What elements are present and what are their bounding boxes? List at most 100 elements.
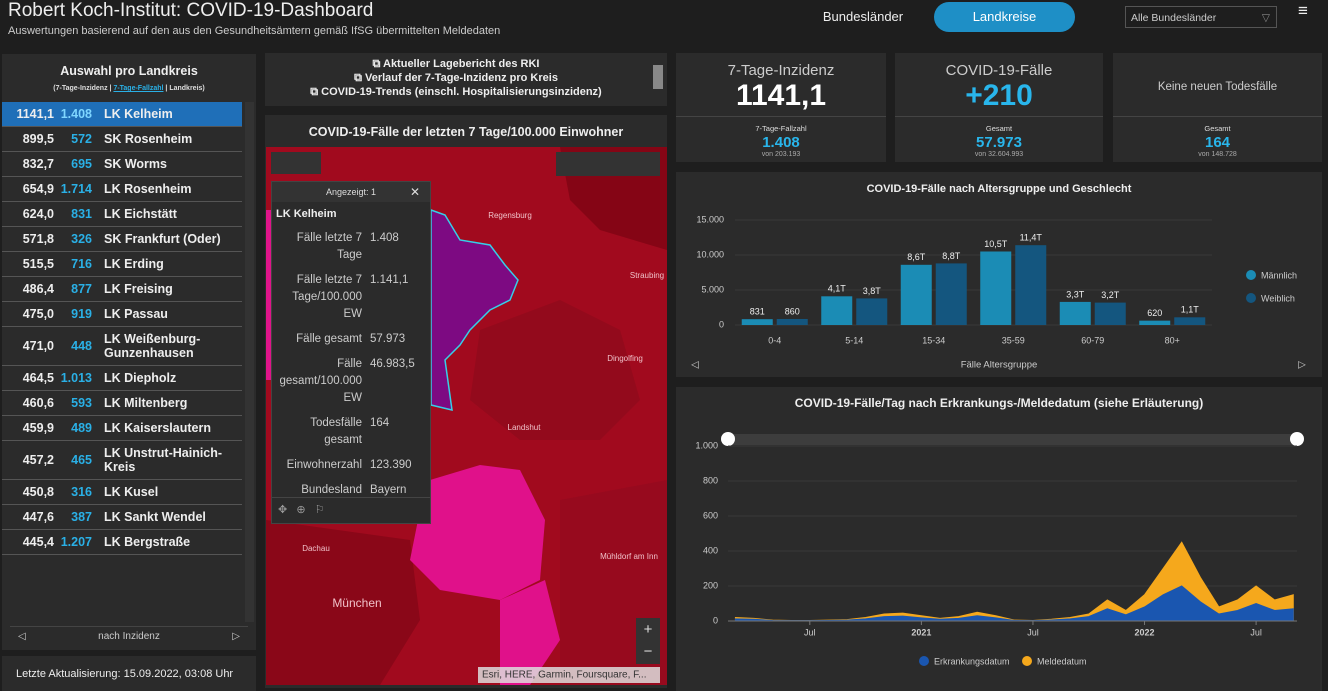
sort-control[interactable]: ◁ nach Inzidenz ▷ <box>10 626 248 647</box>
incidence: 899,5 <box>22 132 54 146</box>
nav-button[interactable]: Bundesländer <box>822 9 904 24</box>
bar <box>776 318 808 325</box>
legend-label: Meldedatum <box>1037 656 1087 666</box>
district-name: LK Weißenburg-Gunzenhausen <box>104 332 201 360</box>
field-value: 1.141,1 <box>370 274 409 286</box>
x-axis-label: Fälle Altersgruppe <box>961 360 1038 371</box>
kpi-sub-value: 164 <box>1204 134 1231 151</box>
district-row[interactable]: 832,7 695 SK Worms <box>2 152 242 177</box>
district-row[interactable]: 515,5 716 LK Erding <box>2 252 242 277</box>
case-count: 448 <box>71 339 92 353</box>
district-row[interactable]: 460,6 593 LK Miltenberg <box>2 391 242 416</box>
field-label: Fälle gesamt <box>296 333 362 345</box>
district-row[interactable]: 1141,1 1.408 LK Kelheim <box>2 102 242 127</box>
kpi-value: 1141,1 <box>735 79 827 112</box>
legend-part: (7-Tage-Inzidenz | <box>53 85 114 92</box>
slider-handle[interactable] <box>721 432 735 446</box>
zoom-out[interactable]: − <box>644 643 653 660</box>
case-count: 831 <box>71 207 92 221</box>
incidence: 471,0 <box>22 339 54 353</box>
incidence: 1141,1 <box>16 107 54 121</box>
popup-name: LK Kelheim <box>276 208 337 220</box>
district-row[interactable]: 459,9 489 LK Kaiserslautern <box>2 416 242 441</box>
district-row[interactable]: 471,0 448 LK Weißenburg-Gunzenhausen <box>2 327 242 366</box>
kpi-divider <box>895 116 1103 117</box>
popup-actions: ✥ ⊕ ⚐ <box>272 497 430 523</box>
case-count: 387 <box>71 510 92 524</box>
district-panel: Auswahl pro Landkreis (7-Tage-Inzidenz |… <box>2 54 256 650</box>
case-count: 877 <box>71 282 92 296</box>
district-row[interactable]: 475,0 919 LK Passau <box>2 302 242 327</box>
update-panel: Letzte Aktualisierung: 15.09.2022, 03:08… <box>2 656 256 691</box>
legend-label: Erkrankungsdatum <box>934 656 1010 666</box>
zoom-in[interactable]: + <box>644 621 653 638</box>
bar <box>935 263 967 325</box>
link[interactable]: Aktueller Lagebericht des RKI <box>383 58 540 70</box>
district-name: SK Worms <box>104 157 167 171</box>
link-icon: ⧉ <box>372 58 383 70</box>
district-row[interactable]: 571,8 326 SK Frankfurt (Oder) <box>2 227 242 252</box>
kpi-sub-total: von 148.728 <box>1198 151 1237 158</box>
link-icon: ⧉ <box>310 86 322 98</box>
x-tick-label: 15-34 <box>922 335 945 345</box>
kpi-sub-label: Gesamt <box>985 124 1013 133</box>
link[interactable]: COVID-19-Trends (einschl. Hospitalisieru… <box>321 86 602 98</box>
dropdown[interactable]: Alle Bundesländer ▽ <box>1125 6 1277 28</box>
value-label: 4,1T <box>828 284 847 294</box>
close[interactable]: ✕ <box>409 185 420 199</box>
district-row[interactable]: 457,2 465 LK Unstrut-Hainich-Kreis <box>2 441 242 480</box>
field-value: 164 <box>370 417 390 429</box>
legend-swatch <box>1246 270 1256 280</box>
popup-field: Fälle letzte 7 Tage/100.000 EW 1.141,1 <box>272 272 430 323</box>
incidence: 654,9 <box>22 182 54 196</box>
title: Robert Koch-Institut: COVID-19-Dashboard <box>8 0 374 21</box>
scroll-left[interactable]: ◁ <box>691 360 699 371</box>
district-name: LK Sankt Wendel <box>104 510 206 524</box>
popup-field: Todesfälle gesamt 164 <box>272 415 430 449</box>
district-name: LK Passau <box>104 307 168 321</box>
scrollbar <box>245 102 254 622</box>
field-label: Bundesland <box>301 484 362 496</box>
kpi-card <box>1113 53 1322 162</box>
scroll-right[interactable]: ▷ <box>1298 360 1306 371</box>
district-row[interactable]: 654,9 1.714 LK Rosenheim <box>2 177 242 202</box>
bar <box>980 251 1012 325</box>
district-row[interactable]: 486,4 877 LK Freising <box>2 277 242 302</box>
district-row[interactable]: 899,5 572 SK Rosenheim <box>2 127 242 152</box>
links-panel: ⧉ Aktueller Lagebericht des RKI ⧉ Verlauf… <box>265 53 667 106</box>
field-label: Todesfälle gesamt <box>310 417 362 446</box>
bar <box>856 298 888 325</box>
district-row[interactable]: 450,8 316 LK Kusel <box>2 480 242 505</box>
popup-field: Fälle gesamt/100.000 EW 46.983,5 <box>272 356 430 407</box>
link-row: ⧉ COVID-19-Trends (einschl. Hospitalisie… <box>265 85 647 99</box>
legend-swatch <box>919 656 929 666</box>
sort-label: nach Inzidenz <box>98 631 160 642</box>
kpi: Keine neuen Todesfälle Gesamt 164 von 148.7… <box>1113 53 1322 162</box>
incidence: 486,4 <box>22 282 54 296</box>
nav-button-active[interactable]: Landkreise <box>934 2 1075 32</box>
slider-handle[interactable] <box>1290 432 1304 446</box>
district-list: 1141,1 1.408 LK Kelheim 899,5 572 SK Rosenhei… <box>2 102 242 622</box>
attribution: Esri, HERE, Garmin, Foursquare, F... <box>482 670 647 681</box>
district-name: LK Eichstätt <box>104 207 177 221</box>
case-count: 593 <box>71 396 92 410</box>
case-count: 326 <box>71 232 92 246</box>
kpi: 7-Tage-Inzidenz 1141,1 7-Tage-Fallzahl 1.40… <box>676 53 886 162</box>
y-tick-label: 800 <box>703 475 718 485</box>
link[interactable]: Verlauf der 7-Tage-Inzidenz pro Kreis <box>364 72 558 84</box>
district-row[interactable]: 624,0 831 LK Eichstätt <box>2 202 242 227</box>
place-label: Dingolfing <box>607 354 643 363</box>
district-row[interactable]: 445,4 1.207 LK Bergstraße <box>2 530 242 555</box>
popup-fields: Fälle letzte 7 Tage 1.408 Fälle letzte 7 T… <box>272 230 430 499</box>
district-row[interactable]: 464,5 1.013 LK Diepholz <box>2 366 242 391</box>
menu-icon[interactable]: ≡ <box>1298 1 1308 20</box>
field-label: Einwohnerzahl <box>286 459 362 471</box>
bar <box>1174 317 1206 325</box>
range-slider[interactable] <box>728 434 1297 445</box>
district-row[interactable]: 447,6 387 LK Sankt Wendel <box>2 505 242 530</box>
case-count: 1.408 <box>60 107 92 121</box>
y-tick-label: 600 <box>703 510 718 520</box>
legend-part: | Landkreis) <box>163 85 205 92</box>
legend-swatch <box>1022 656 1032 666</box>
kpi: COVID-19-Fälle +210 Gesamt 57.973 von 32.604… <box>895 53 1103 162</box>
